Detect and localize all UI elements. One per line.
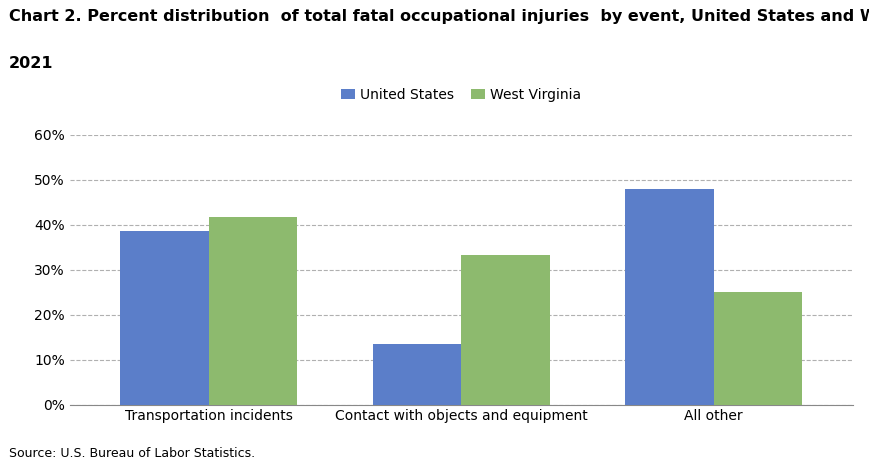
Text: 2021: 2021 xyxy=(9,56,53,71)
Bar xyxy=(120,232,209,405)
Bar xyxy=(713,292,801,405)
Bar xyxy=(625,189,713,405)
Text: Source: U.S. Bureau of Labor Statistics.: Source: U.S. Bureau of Labor Statistics. xyxy=(9,447,255,460)
Legend: United States, West Virginia: United States, West Virginia xyxy=(335,82,587,107)
Bar xyxy=(461,255,549,405)
Text: Chart 2. Percent distribution  of total fatal occupational injuries  by event, U: Chart 2. Percent distribution of total f… xyxy=(9,9,869,24)
Bar xyxy=(372,344,461,405)
Bar xyxy=(209,217,296,405)
